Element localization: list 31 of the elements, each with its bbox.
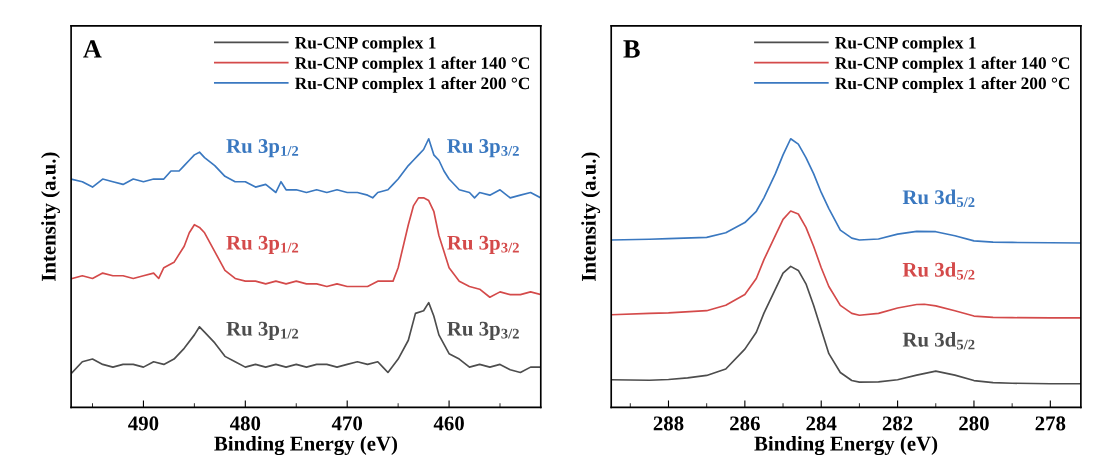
x-tick-label: 288: [653, 416, 684, 431]
annotation: Ru 3p$_{1/2}$: [226, 321, 299, 340]
chart-title: B: [623, 40, 640, 58]
annotation: Ru 3p$_{3/2}$: [447, 139, 519, 158]
legend-label: Ru-CNP complex 1 after 140 °C: [294, 56, 530, 73]
annotation: Ru 3p$_{1/2}$: [226, 139, 299, 158]
x-tick-label: 490: [128, 416, 159, 431]
annotation: Ru 3p$_{3/2}$: [447, 235, 519, 255]
annotation: Ru 3d$_{5/2}$: [902, 189, 975, 208]
x-axis-title: Binding Energy (eV): [754, 436, 938, 456]
annotation: Ru 3p$_{3/2}$: [447, 321, 519, 340]
x-axis-title: Binding Energy (eV): [214, 436, 398, 456]
annotation: Ru 3d$_{5/2}$: [902, 332, 975, 350]
y-axis-title: Intensity (a.u.): [41, 152, 60, 282]
x-tick-label: 278: [1035, 416, 1066, 431]
chart-title: A: [83, 40, 102, 58]
annotation: Ru 3p$_{1/2}$: [226, 235, 299, 255]
annotation: Ru 3d$_{5/2}$: [902, 262, 975, 280]
x-tick-label: 480: [229, 416, 261, 431]
legend-label: Ru-CNP complex 1 after 200 °C: [835, 76, 1070, 93]
x-tick-label: 282: [882, 416, 913, 431]
x-tick-label: 286: [730, 416, 760, 431]
x-tick-label: 280: [959, 416, 989, 431]
x-tick-label: 284: [806, 416, 837, 431]
y-axis-title: Intensity (a.u.): [581, 152, 601, 282]
legend-label: Ru-CNP complex 1: [835, 36, 976, 53]
x-tick-label: 470: [331, 416, 363, 431]
legend-label: Ru-CNP complex 1: [294, 36, 436, 53]
legend-label: Ru-CNP complex 1 after 200 °C: [294, 76, 530, 93]
x-tick-label: 460: [433, 416, 464, 431]
legend-label: Ru-CNP complex 1 after 140 °C: [835, 56, 1070, 73]
